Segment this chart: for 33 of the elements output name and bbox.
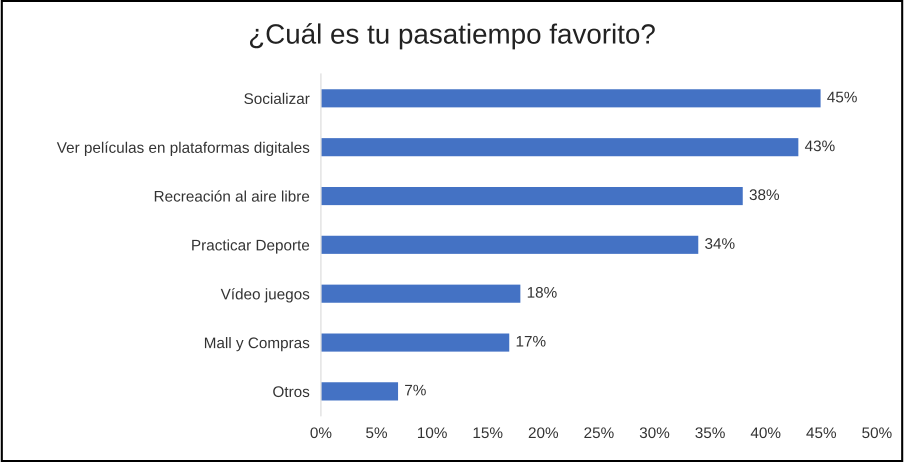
data-label: 7% bbox=[405, 384, 426, 396]
x-tick-label: 5% bbox=[366, 427, 388, 438]
y-tick-label: Otros bbox=[273, 386, 310, 398]
data-label: 34% bbox=[705, 238, 735, 249]
x-tick-label: 30% bbox=[640, 427, 670, 438]
bar bbox=[320, 186, 744, 206]
data-label: 43% bbox=[804, 140, 835, 152]
y-tick-label: Socializar bbox=[244, 92, 310, 104]
x-tick-label: 15% bbox=[474, 427, 502, 438]
bar bbox=[320, 136, 800, 158]
x-tick-label: 45% bbox=[806, 427, 836, 438]
x-tick-label: 50% bbox=[862, 427, 892, 438]
data-label: 18% bbox=[528, 286, 557, 298]
bar bbox=[320, 332, 511, 354]
y-tick-label: Ver películas en plataformas digitales bbox=[56, 142, 310, 156]
bar bbox=[320, 283, 522, 304]
data-label: 38% bbox=[750, 189, 780, 200]
x-tick-label: 10% bbox=[418, 427, 447, 438]
x-tick-label: 20% bbox=[528, 427, 558, 438]
bar bbox=[320, 88, 822, 109]
bar bbox=[320, 234, 700, 256]
x-tick-label: 25% bbox=[584, 427, 614, 438]
x-tick-label: 35% bbox=[695, 427, 725, 438]
x-tick-label: 0% bbox=[310, 427, 332, 438]
y-tick-label: Recreación al aire libre bbox=[154, 190, 310, 202]
chart-title: ¿Cuál es tu pasatiempo favorito? bbox=[250, 23, 655, 50]
bar bbox=[320, 380, 400, 402]
y-tick-label: Practicar Deporte bbox=[192, 239, 310, 254]
data-label: 45% bbox=[827, 92, 857, 102]
data-label: 17% bbox=[516, 336, 546, 347]
y-tick-label: Vídeo juegos bbox=[220, 288, 310, 302]
y-tick-label: Mall y Compras bbox=[204, 337, 310, 352]
x-tick-label: 40% bbox=[750, 427, 780, 438]
